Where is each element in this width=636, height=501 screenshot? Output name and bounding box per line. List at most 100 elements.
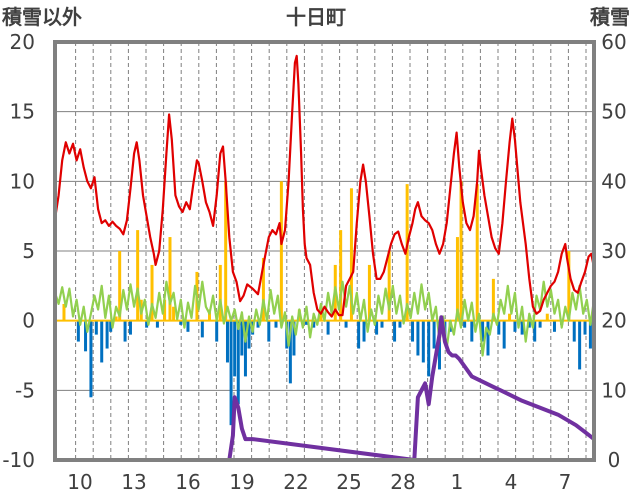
bar-negative <box>486 320 490 356</box>
bar-negative <box>380 320 384 328</box>
bar-negative <box>233 320 237 377</box>
x-tick-label: 4 <box>505 470 518 494</box>
bar-negative <box>247 320 251 349</box>
bar-negative <box>200 320 204 338</box>
bar-negative <box>128 320 132 335</box>
chart-title: 十日町 <box>286 5 346 29</box>
bar-negative <box>583 320 587 335</box>
bar-negative <box>109 320 113 332</box>
left-tick-label: 15 <box>10 100 35 124</box>
bar-positive <box>208 309 212 321</box>
bar-positive <box>339 230 343 321</box>
series-line-red <box>53 54 596 318</box>
x-tick-label: 7 <box>559 470 572 494</box>
series-line-green <box>53 280 596 357</box>
bar-negative <box>243 320 247 377</box>
bar-negative <box>76 320 80 342</box>
bar-positive <box>387 251 391 321</box>
bar-negative <box>470 320 474 342</box>
bar-negative <box>94 320 98 335</box>
x-tick-label: 25 <box>336 470 361 494</box>
bar-negative <box>292 320 296 356</box>
right-tick-label: 60 <box>601 30 626 54</box>
bar-negative <box>398 320 402 328</box>
bar-negative <box>179 320 183 325</box>
x-tick-label: 16 <box>175 470 200 494</box>
bar-negative <box>123 320 127 342</box>
left-tick-label: 10 <box>10 169 35 193</box>
right-tick-label: 10 <box>601 378 626 402</box>
bar-negative <box>463 320 467 328</box>
bar-negative <box>344 320 348 328</box>
bar-negative <box>527 320 531 328</box>
bar-negative <box>145 320 149 328</box>
bar-negative <box>312 320 316 328</box>
bar-positive <box>224 181 228 321</box>
bar-negative <box>520 320 524 335</box>
bar-negative <box>538 320 542 328</box>
bar-negative <box>305 320 309 325</box>
bar-negative <box>416 320 420 356</box>
bar-positive <box>319 309 323 321</box>
bar-positive <box>349 188 353 321</box>
bar-positive <box>163 299 167 321</box>
bar-negative <box>274 320 278 328</box>
bar-positive <box>150 264 154 321</box>
bar-negative <box>100 320 104 363</box>
bar-positive <box>172 306 176 321</box>
plot-frame <box>53 40 596 462</box>
bar-negative <box>432 320 436 349</box>
left-tick-label: -10 <box>2 448 35 472</box>
bar-negative <box>186 320 190 332</box>
bar-negative <box>502 320 506 349</box>
bar-negative <box>375 320 379 335</box>
bar-negative <box>89 320 93 398</box>
left-axis-label: 積雪以外 <box>2 5 82 29</box>
series-lines <box>53 54 596 462</box>
x-tick-label: 10 <box>67 470 92 494</box>
left-tick-label: 0 <box>22 309 35 333</box>
right-tick-label: 0 <box>608 448 621 472</box>
left-tick-label: 20 <box>10 30 35 54</box>
bar-positive <box>405 184 409 321</box>
left-tick-label: 5 <box>22 239 35 263</box>
bar-negative <box>533 320 537 342</box>
bar-negative <box>229 320 233 426</box>
bar-negative <box>84 320 88 352</box>
bar-negative <box>513 320 517 332</box>
x-tick-label: 19 <box>229 470 254 494</box>
x-tick-label: 13 <box>121 470 146 494</box>
bar-positive <box>218 264 222 321</box>
bar-positive <box>114 316 118 321</box>
bar-positive <box>545 313 549 321</box>
bar-positive <box>508 313 512 321</box>
bar-negative <box>240 320 244 356</box>
x-tick-label: 28 <box>390 470 415 494</box>
bar-negative <box>256 320 260 328</box>
bar-negative <box>267 320 271 342</box>
bar-positive <box>118 251 122 321</box>
bar-positive <box>261 257 265 321</box>
right-axis-label: 積雪 <box>590 5 630 29</box>
bar-positive <box>367 264 371 321</box>
bar-negative <box>552 320 556 332</box>
bar-negative <box>572 320 576 342</box>
bar-negative <box>326 320 330 335</box>
bar-negative <box>497 320 501 335</box>
bar-negative <box>215 320 219 342</box>
bar-positive <box>62 303 66 321</box>
x-tick-label: 1 <box>451 470 464 494</box>
bar-negative <box>421 320 425 363</box>
x-tick-label: 22 <box>283 470 308 494</box>
bar-negative <box>105 320 109 349</box>
bar-positive <box>136 230 140 321</box>
bar-positive <box>475 184 479 321</box>
bar-negative <box>236 320 240 405</box>
bar-negative <box>393 320 397 342</box>
axes <box>53 40 596 462</box>
bar-negative <box>155 320 159 328</box>
bar-negative <box>481 320 485 342</box>
bar-positive <box>491 278 495 321</box>
bar-negative <box>288 320 292 384</box>
